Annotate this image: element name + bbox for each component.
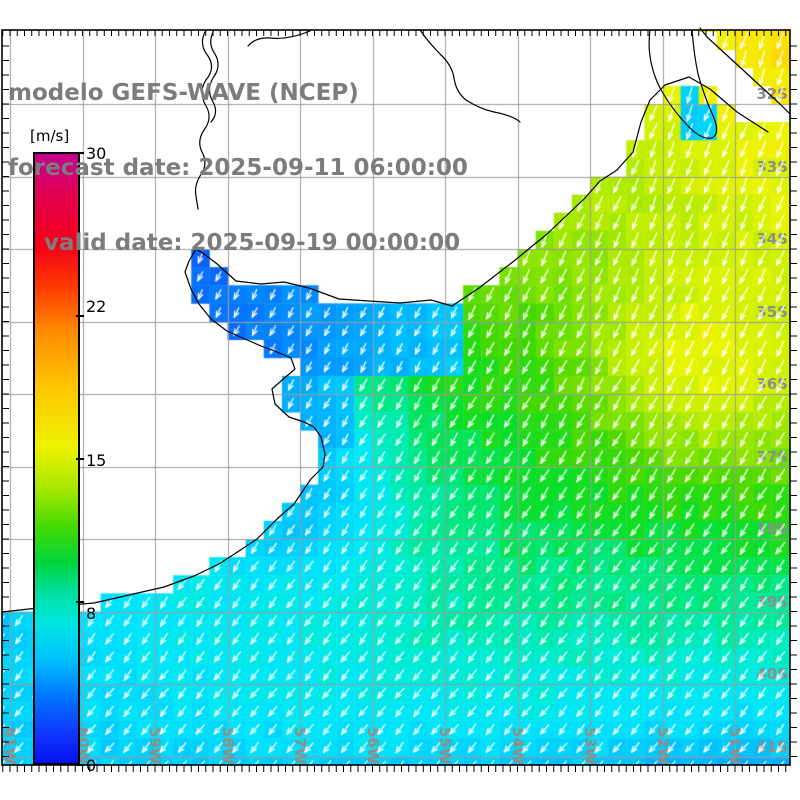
model-title: modelo GEFS-WAVE (NCEP) <box>8 80 359 106</box>
colorbar-tick-0: 0 <box>86 756 97 775</box>
colorbar-tick-8: 8 <box>86 604 97 623</box>
colorbar-tick-15: 15 <box>86 451 107 470</box>
title-block: modelo GEFS-WAVE (NCEP) forecast date: 2… <box>8 31 468 281</box>
colorbar-dash <box>76 314 84 317</box>
colorbar-dash <box>76 600 84 603</box>
valid-date: valid date: 2025-09-19 00:00:00 <box>44 230 461 256</box>
colorbar-dash <box>76 764 84 766</box>
forecast-date: forecast date: 2025-09-11 06:00:00 <box>8 155 468 181</box>
colorbar-dash <box>76 457 84 460</box>
colorbar-tick-22: 22 <box>86 297 107 316</box>
